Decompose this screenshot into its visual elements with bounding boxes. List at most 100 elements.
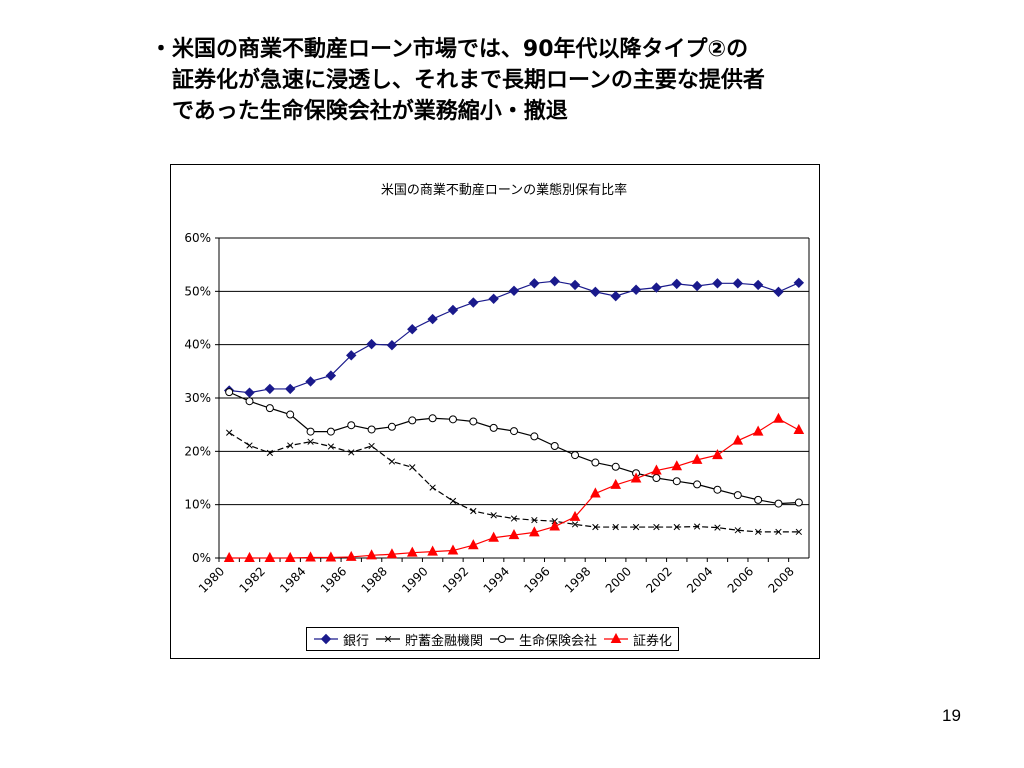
data-point-series-2	[225, 388, 234, 397]
data-point-series-0	[366, 338, 377, 350]
data-point-series-0	[569, 279, 581, 291]
legend-label-0: 銀行	[343, 633, 370, 649]
data-point-series-2	[713, 485, 722, 494]
legend-swatch-3	[604, 633, 629, 643]
data-point-series-1	[388, 458, 396, 465]
data-point-series-3	[549, 520, 561, 531]
data-point-series-2	[774, 499, 783, 508]
data-point-series-0	[244, 387, 255, 398]
data-point-series-2	[489, 423, 498, 432]
data-point-series-3	[569, 510, 581, 521]
data-point-series-0	[671, 278, 682, 290]
data-point-series-3	[773, 412, 784, 423]
data-point-series-0	[407, 323, 418, 335]
x-tick-label: 1988	[359, 564, 390, 595]
data-point-series-1	[653, 523, 660, 531]
data-point-series-2	[265, 404, 274, 413]
data-point-series-3	[345, 550, 357, 561]
data-point-series-2	[408, 416, 417, 425]
heading-line-2: 証券化が急速に浸透し、それまで長期ローンの主要な提供者	[172, 68, 765, 93]
data-point-series-3	[386, 548, 398, 559]
data-point-series-1	[490, 512, 497, 519]
y-tick-label: 20%	[184, 444, 211, 458]
data-point-series-3	[325, 551, 337, 562]
data-point-series-0	[346, 350, 357, 361]
data-point-series-0	[325, 370, 337, 381]
data-point-series-0	[386, 339, 398, 351]
legend-label-3: 証券化	[633, 633, 673, 649]
data-point-series-2	[571, 451, 580, 460]
data-point-series-2	[672, 477, 681, 486]
data-point-series-3	[712, 448, 723, 460]
data-point-series-3	[223, 551, 235, 562]
legend-item-0: 銀行	[313, 630, 369, 649]
data-point-series-3	[244, 551, 255, 562]
data-point-series-1	[470, 507, 477, 515]
data-point-series-2	[387, 422, 396, 431]
data-point-series-1	[775, 528, 782, 536]
legend-item-2: 生命保険会社	[489, 630, 597, 649]
data-point-series-1	[287, 442, 294, 449]
data-point-series-3	[691, 453, 703, 464]
data-point-series-3	[406, 546, 418, 557]
page-number: 19	[942, 706, 961, 725]
data-point-series-0	[305, 376, 316, 387]
legend-label-1: 貯蓄金融機関	[405, 633, 484, 649]
data-point-series-0	[447, 304, 459, 316]
data-point-series-2	[306, 427, 315, 436]
y-tick-label: 50%	[184, 284, 211, 298]
data-point-series-1	[612, 523, 619, 531]
data-point-series-0	[488, 293, 499, 305]
data-point-series-2	[469, 417, 478, 426]
data-point-series-2	[245, 397, 254, 406]
data-point-series-1	[734, 527, 741, 534]
data-point-series-2	[733, 491, 742, 500]
data-point-series-3	[793, 423, 805, 434]
data-point-series-2	[448, 415, 457, 424]
legend-swatch-2	[490, 635, 515, 643]
data-point-series-2	[326, 427, 335, 436]
x-tick-label: 1980	[196, 564, 227, 595]
legend-item-1: 貯蓄金融機関	[375, 630, 483, 649]
data-point-series-1	[429, 484, 436, 491]
data-point-series-3	[590, 487, 601, 498]
data-point-series-3	[752, 425, 764, 436]
legend-label-2: 生命保険会社	[519, 633, 598, 649]
data-point-series-3	[508, 528, 520, 540]
data-point-series-1	[226, 429, 233, 436]
data-point-series-3	[366, 549, 377, 560]
data-point-series-2	[693, 480, 702, 489]
data-point-series-2	[652, 474, 661, 482]
series-line-0	[229, 280, 800, 394]
heading-line-1: ・米国の商業不動産ローン市場では、90年代以降タイプ②の	[150, 37, 749, 62]
data-point-series-0	[508, 285, 520, 297]
data-point-series-1	[510, 515, 518, 522]
data-point-series-3	[284, 551, 296, 562]
data-point-series-1	[592, 523, 599, 531]
x-tick-label: 1990	[399, 564, 430, 595]
data-point-series-3	[651, 464, 662, 475]
data-point-series-3	[467, 539, 479, 550]
chart-frame: 米国の商業不動産ローンの業態別保有比率 0% 10% 20% 30% 40% 50% 60% 1…	[170, 164, 820, 659]
data-point-series-3	[671, 460, 683, 471]
data-point-series-0	[468, 297, 479, 308]
data-point-series-2	[530, 432, 539, 441]
data-point-series-0	[630, 284, 642, 295]
x-tick-label: 1992	[440, 564, 471, 595]
data-point-series-2	[550, 442, 559, 450]
data-point-series-1	[348, 449, 355, 456]
data-point-series-3	[610, 478, 622, 489]
data-point-series-1	[795, 528, 802, 536]
x-tick-label: 2004	[684, 564, 715, 595]
y-tick-label: 0%	[192, 551, 211, 565]
data-point-series-2	[510, 427, 518, 436]
data-point-series-0	[691, 280, 703, 292]
chart-title: 米国の商業不動産ローンの業態別保有比率	[381, 182, 627, 198]
data-point-series-1	[449, 497, 457, 505]
data-point-series-3	[630, 472, 642, 483]
data-point-series-0	[773, 286, 784, 298]
series-line-1	[228, 432, 799, 533]
data-point-series-0	[427, 313, 438, 325]
data-point-series-1	[693, 523, 701, 530]
data-point-series-0	[264, 383, 276, 395]
